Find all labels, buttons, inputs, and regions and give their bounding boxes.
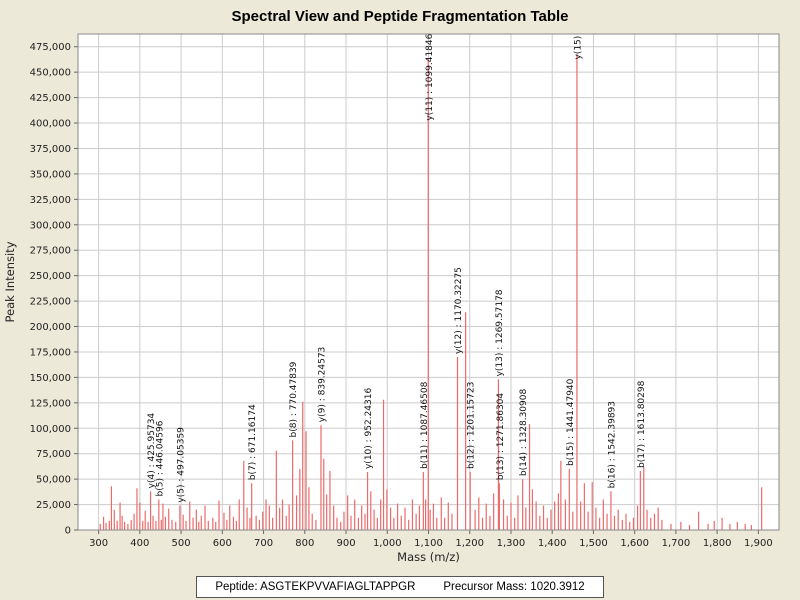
- y-axis-title: Peak Intensity: [3, 241, 17, 322]
- peak-label: b(11) : 1087.46508: [420, 381, 430, 469]
- peak-label: y(12) : 1170.32275: [454, 267, 464, 354]
- y-tick-label: 225,000: [30, 297, 71, 308]
- peak-label: b(17) : 1613.80298: [637, 380, 647, 468]
- peak-label: y(10) : 952.24316: [364, 388, 374, 469]
- x-tick-label: 1,300: [497, 538, 526, 549]
- peak-label: b(13) : 1271.86304: [496, 393, 506, 481]
- page-title: Spectral View and Peptide Fragmentation …: [231, 8, 569, 25]
- plot-border: [77, 33, 780, 531]
- x-tick-label: 1,800: [703, 538, 732, 549]
- peak-label: b(5) : 446.04596: [155, 420, 165, 496]
- y-tick-label: 250,000: [30, 271, 71, 282]
- peak-label: y(9) : 839.24573: [317, 347, 327, 423]
- x-tick-label: 600: [213, 538, 232, 549]
- y-tick-label: 150,000: [30, 373, 71, 384]
- x-tick-label: 1,100: [414, 538, 443, 549]
- peak-label: b(15) : 1441.47940: [566, 378, 576, 466]
- y-tick-label: 475,000: [30, 42, 71, 53]
- x-axis-title: Mass (m/z): [397, 550, 460, 564]
- y-tick-label: 25,000: [36, 500, 71, 511]
- y-tick-label: 300,000: [30, 220, 71, 231]
- peak-label: y(13) : 1269.57178: [495, 289, 505, 376]
- y-tick-label: 50,000: [36, 475, 71, 486]
- x-tick-label: 800: [295, 538, 314, 549]
- x-tick-label: 900: [336, 538, 355, 549]
- y-tick-label: 350,000: [30, 169, 71, 180]
- y-tick-label: 200,000: [30, 322, 71, 333]
- x-tick-label: 500: [172, 538, 191, 549]
- y-tick-label: 125,000: [30, 398, 71, 409]
- x-tick-label: 300: [89, 538, 108, 549]
- y-tick-label: 0: [65, 526, 71, 537]
- x-tick-label: 400: [130, 538, 149, 549]
- y-tick-label: 450,000: [30, 68, 71, 79]
- x-tick-label: 1,700: [662, 538, 691, 549]
- peak-label: b(16) : 1542.39893: [607, 401, 617, 488]
- x-tick-label: 1,200: [455, 538, 484, 549]
- peptide-info-box: Peptide: ASGTEKPVVAFIAGLTAPPGR Precursor …: [196, 576, 604, 598]
- y-tick-label: 375,000: [30, 144, 71, 155]
- y-tick-label: 325,000: [30, 195, 71, 206]
- peak-label: y(11) : 1099.41846: [425, 33, 435, 120]
- x-tick-label: 1,900: [744, 538, 773, 549]
- peak-label: y(15): [573, 36, 583, 60]
- peak-label: b(14) : 1328.30908: [519, 389, 529, 477]
- y-tick-label: 100,000: [30, 424, 71, 435]
- x-tick-label: 1,400: [538, 538, 567, 549]
- spectrum-chart: 0 25,000 50,000 75,000 100,000 125,000 150,000…: [3, 33, 780, 564]
- y-tick-label: 175,000: [30, 347, 71, 358]
- y-tick-label: 425,000: [30, 93, 71, 104]
- peak-label: b(8) : 770.47839: [289, 361, 299, 437]
- peak-label: y(4) : 425.95734: [147, 413, 157, 489]
- y-tick-label: 275,000: [30, 246, 71, 257]
- peak-label: y(5) : 497.05359: [176, 427, 186, 503]
- x-tick-label: 1,600: [620, 538, 649, 549]
- peak-label: b(7) : 671.16174: [248, 404, 258, 480]
- precursor-mass-text: Precursor Mass: 1020.3912: [443, 581, 585, 593]
- y-tick-label: 400,000: [30, 119, 71, 130]
- x-tick-label: 1,000: [373, 538, 402, 549]
- footer: Peptide: ASGTEKPVVAFIAGLTAPPGR Precursor …: [0, 576, 800, 598]
- peak-label: b(12) : 1201.15723: [467, 382, 477, 469]
- x-tick-label: 700: [254, 538, 273, 549]
- peptide-text: Peptide: ASGTEKPVVAFIAGLTAPPGR: [215, 581, 416, 593]
- y-tick-label: 75,000: [36, 449, 71, 460]
- x-tick-label: 1,500: [579, 538, 608, 549]
